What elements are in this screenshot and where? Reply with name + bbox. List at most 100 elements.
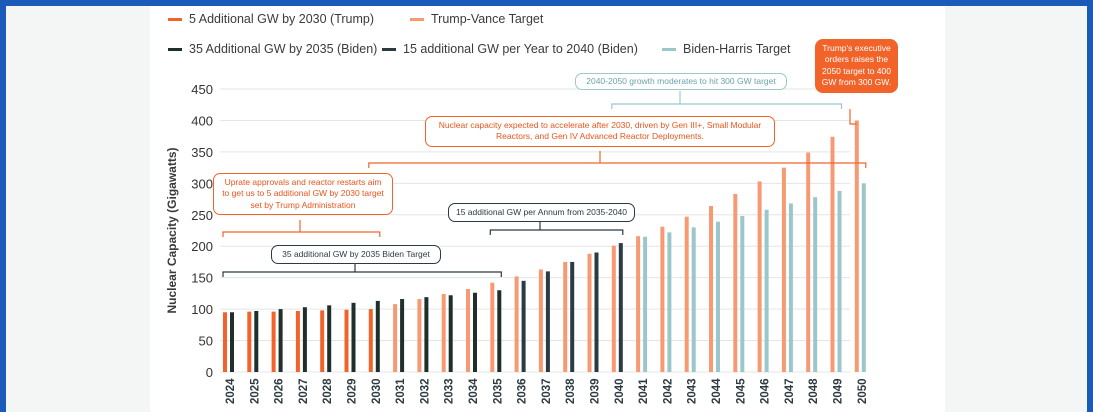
bar-biden	[497, 290, 502, 372]
y-tick-label: 450	[191, 82, 213, 97]
legend-swatch	[168, 47, 182, 51]
bar-trump	[709, 205, 713, 372]
x-tick-label: 2031	[395, 378, 407, 404]
chart-figure: 0 50 100 150 200 250 300 350 400 450 Nuclear Capac…	[150, 6, 945, 412]
x-tick-label: 2032	[419, 378, 431, 404]
bar-trump	[684, 216, 689, 372]
bar-biden	[861, 183, 866, 372]
legend-swatch	[410, 17, 424, 21]
x-tick-label: 2030	[371, 378, 383, 404]
x-tick-label: 2050	[857, 378, 869, 404]
legend-label: 35 Additional GW by 2035 (Biden)	[189, 42, 378, 56]
bar-biden	[230, 312, 234, 372]
bar-trump	[271, 311, 276, 372]
legend-item-biden-15gw: 15 additional GW per Year to 2040 (Biden…	[382, 42, 638, 56]
x-tick-label: 2038	[565, 378, 577, 404]
bar-biden	[740, 216, 745, 372]
y-tick-label: 250	[191, 208, 213, 223]
bar-biden	[837, 190, 842, 372]
bar-chart: 0 50 100 150 200 250 300 350 400 450 Nuclear Capac…	[165, 82, 869, 404]
x-tick-label: 2027	[298, 378, 310, 404]
x-tick-label: 2049	[833, 378, 845, 404]
x-tick-label: 2033	[444, 378, 456, 404]
callout-uprate: Uprate approvals and reactor restarts ai…	[213, 173, 393, 216]
bar-biden	[545, 271, 550, 372]
bar-trump	[587, 253, 592, 372]
legend-swatch	[168, 17, 182, 21]
bar-biden	[594, 252, 599, 372]
bar-biden	[643, 236, 648, 372]
callout-per-annum: 15 additional GW per Annum from 2035-204…	[448, 203, 635, 223]
callout-accelerate: Nuclear capacity expected to accelerate …	[425, 116, 775, 147]
x-tick-label: 2024	[225, 378, 237, 404]
bar-trump	[733, 194, 738, 372]
callout-biden-2035: 35 additional GW by 2035 Biden Target	[271, 245, 441, 265]
x-tick-label: 2028	[322, 378, 334, 404]
bar-biden	[327, 305, 332, 372]
x-tick-label: 2043	[687, 378, 699, 404]
bar-biden	[278, 309, 283, 372]
x-tick-label: 2042	[662, 378, 674, 404]
bracket-uprate	[222, 231, 381, 237]
callout-growth-2040-2050: 2040-2050 growth moderates to hit 300 GW…	[575, 73, 787, 91]
bar-biden	[716, 221, 720, 372]
x-tick-label: 2025	[249, 378, 261, 404]
x-tick-label: 2039	[590, 378, 602, 404]
bar-biden	[813, 197, 818, 372]
bar-trump	[247, 311, 252, 372]
legend-item-biden-harris: Biden-Harris Target	[662, 42, 790, 56]
bar-trump	[636, 236, 641, 372]
bracket-per-annum	[489, 229, 624, 235]
bar-trump	[563, 261, 568, 372]
x-tick-label: 2048	[808, 378, 820, 404]
x-tick-label: 2041	[638, 378, 650, 404]
y-tick-label: 200	[191, 239, 213, 254]
bar-trump	[393, 304, 398, 372]
x-tick-label: 2036	[517, 378, 529, 404]
bar-trump	[417, 299, 422, 372]
y-tick-label: 150	[191, 271, 213, 286]
bar-trump	[757, 181, 762, 372]
y-tick-label: 50	[199, 334, 213, 349]
bar-trump	[490, 282, 495, 372]
y-tick-label: 400	[191, 113, 213, 128]
bar-biden	[667, 232, 672, 372]
bar-biden	[473, 292, 477, 372]
y-tick-label: 300	[191, 176, 213, 191]
bar-trump	[466, 288, 470, 372]
bar-trump	[781, 167, 786, 372]
x-tick-label: 2047	[784, 378, 796, 404]
bar-trump	[854, 120, 859, 372]
bar-biden	[351, 302, 356, 372]
bracket-biden-2035	[222, 271, 502, 277]
bar-biden	[448, 295, 453, 372]
x-tick-label: 2046	[760, 378, 772, 404]
legend-label: Biden-Harris Target	[683, 42, 791, 56]
callout-executive-orders: Trump's executive orders raises the 2050…	[815, 39, 898, 93]
bracket-accelerate	[368, 162, 867, 168]
bracket-growth	[611, 103, 843, 109]
x-tick-label: 2037	[541, 378, 553, 404]
x-tick-label: 2026	[274, 378, 286, 404]
x-tick-label: 2040	[614, 378, 626, 404]
y-tick-label: 0	[206, 365, 213, 380]
left-border	[0, 6, 6, 412]
y-tick-label: 100	[191, 302, 213, 317]
x-tick-label: 2034	[468, 378, 480, 404]
bar-trump	[320, 310, 325, 372]
legend-item-trump-vance: Trump-Vance Target	[410, 12, 543, 26]
bar-biden	[254, 310, 259, 372]
bar-trump	[611, 245, 616, 372]
legend-label: 15 additional GW per Year to 2040 (Biden…	[403, 42, 638, 56]
bar-trump	[295, 310, 300, 372]
x-tick-label: 2035	[492, 378, 504, 404]
legend-item-trump-5gw: 5 Additional GW by 2030 (Trump)	[168, 12, 374, 26]
bar-biden	[375, 300, 380, 372]
bar-trump	[344, 309, 349, 372]
bar-biden	[570, 261, 575, 372]
bar-trump	[830, 136, 835, 372]
legend-swatch	[382, 47, 396, 51]
bar-biden	[400, 299, 405, 372]
y-tick-label: 350	[191, 145, 213, 160]
bar-biden	[424, 297, 429, 372]
